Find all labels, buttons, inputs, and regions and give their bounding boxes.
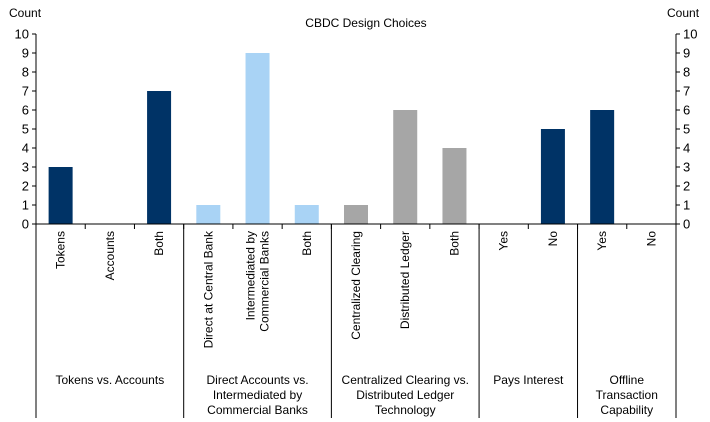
bar <box>393 110 418 224</box>
y-tick-label-left: 5 <box>22 122 29 137</box>
bar <box>147 91 172 224</box>
axes <box>35 34 677 418</box>
y-tick-label-left: 8 <box>22 65 29 80</box>
y-axis-ticks: 0 0 1 1 2 2 3 3 4 4 5 5 6 6 7 7 8 8 9 9 10 10 <box>15 27 698 232</box>
category-label: Tokens <box>54 231 68 269</box>
y-tick-label-left: 7 <box>22 84 29 99</box>
group-label: Capability <box>600 403 653 417</box>
category-label: No <box>644 231 658 247</box>
bar <box>344 205 368 224</box>
y-tick-label-left: 9 <box>22 46 29 61</box>
y-tick-label-left: 6 <box>22 103 29 118</box>
y-tick-label-right: 4 <box>683 141 690 156</box>
group-label: Commercial Banks <box>207 403 308 417</box>
y-tick-label-right: 2 <box>683 179 690 194</box>
bar <box>590 110 615 224</box>
category-label: Both <box>447 231 461 256</box>
y-tick-label-left: 10 <box>15 27 29 42</box>
category-labels: Tokens Accounts Both Direct at Central Bank… <box>54 230 659 348</box>
group-label: Intermediated by <box>213 388 302 402</box>
category-label: Direct at Central Bank <box>201 230 215 348</box>
y-tick-label-left: 1 <box>22 198 29 213</box>
y-tick-label-right: 10 <box>683 27 697 42</box>
group-label: Pays Interest <box>493 373 564 387</box>
category-label: Intermediated by <box>244 231 258 320</box>
bar <box>245 53 270 224</box>
bar <box>540 129 565 224</box>
group-label: Distributed Ledger <box>356 388 454 402</box>
group-label: Offline <box>610 373 645 387</box>
y-tick-label-right: 9 <box>683 46 690 61</box>
y-tick-label-right: 7 <box>683 84 690 99</box>
y-tick-label-left: 0 <box>22 217 29 232</box>
group-labels: Tokens vs. Accounts Direct Accounts vs.In… <box>55 373 657 417</box>
y-axis-title-right: Count <box>667 6 700 20</box>
category-label: No <box>546 231 560 247</box>
y-tick-label-left: 2 <box>22 179 29 194</box>
chart-title: CBDC Design Choices <box>305 16 426 30</box>
category-label: Yes <box>595 231 609 251</box>
group-label: Centralized Clearing vs. <box>342 373 469 387</box>
category-label: Both <box>152 231 166 256</box>
y-tick-label-right: 5 <box>683 122 690 137</box>
category-label: Yes <box>497 231 511 251</box>
y-tick-label-right: 8 <box>683 65 690 80</box>
y-axis-title-left: Count <box>9 6 42 20</box>
bars <box>48 53 615 224</box>
y-tick-label-left: 3 <box>22 160 29 175</box>
group-label: Technology <box>375 403 436 417</box>
category-label: Centralized Clearing <box>349 231 363 340</box>
y-tick-label-right: 3 <box>683 160 690 175</box>
group-label: Tokens vs. Accounts <box>55 373 164 387</box>
group-label: Transaction <box>596 388 658 402</box>
bar <box>196 205 221 224</box>
group-label: Direct Accounts vs. <box>207 373 309 387</box>
category-label: Accounts <box>103 231 117 280</box>
category-label: Both <box>300 231 314 256</box>
y-tick-label-left: 4 <box>22 141 29 156</box>
category-label: Distributed Ledger <box>398 231 412 329</box>
y-tick-label-right: 1 <box>683 198 690 213</box>
y-tick-label-right: 0 <box>683 217 690 232</box>
bar <box>294 205 319 224</box>
y-tick-label-right: 6 <box>683 103 690 118</box>
category-label: Commercial Banks <box>258 231 272 332</box>
bar <box>48 167 73 224</box>
bar <box>442 148 467 224</box>
